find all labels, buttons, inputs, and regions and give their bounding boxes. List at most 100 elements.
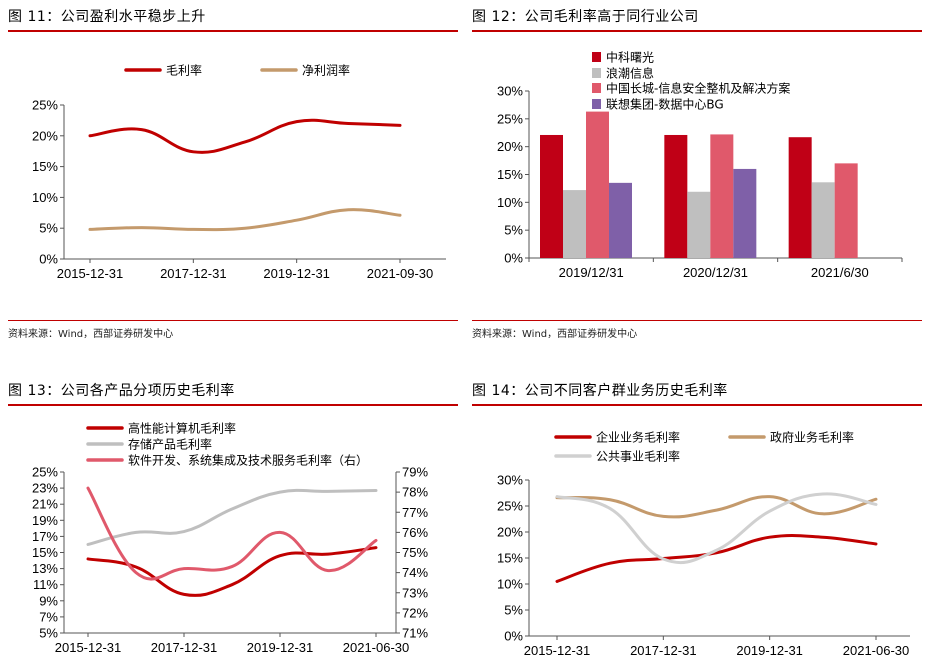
- bar-2: [687, 191, 711, 258]
- series-line-1: [86, 546, 378, 597]
- y-tick-label: 20%: [497, 139, 523, 154]
- bar-3: [834, 163, 858, 258]
- y-tick-label: 13%: [32, 561, 58, 576]
- legend-label: 中科曙光: [606, 50, 654, 65]
- figure-12-source: 资料来源：Wind，西部证券研发中心: [472, 320, 922, 340]
- y2-tick-label: 78%: [402, 485, 428, 500]
- x-tick-label: 2020/12/31: [683, 265, 748, 280]
- series-line-2: [88, 208, 402, 232]
- y-tick-label: 21%: [32, 497, 58, 512]
- x-tick-label: 2017-12-31: [630, 643, 697, 658]
- y-tick-label: 7%: [39, 609, 58, 624]
- y-tick-label: 20%: [497, 525, 523, 540]
- y-tick-label: 9%: [39, 593, 58, 608]
- y-tick-label: 20%: [32, 128, 58, 143]
- x-tick-label: 2021/6/30: [811, 265, 869, 280]
- x-tick-label: 2019-12-31: [247, 640, 314, 655]
- series-line-3: [86, 486, 378, 581]
- y-tick-label: 25%: [32, 98, 58, 113]
- y-tick-label: 25%: [497, 111, 523, 126]
- y-tick-label: 5%: [39, 626, 58, 641]
- x-tick-label: 2015-12-31: [55, 640, 122, 655]
- bar-2: [563, 190, 586, 258]
- y-tick-label: 30%: [497, 84, 523, 99]
- y2-tick-label: 72%: [402, 605, 428, 620]
- legend-label: 净利润率: [302, 63, 350, 78]
- y-tick-label: 0%: [39, 252, 58, 267]
- legend-label: 存储产品毛利率: [128, 437, 212, 452]
- series-line-1: [88, 118, 402, 154]
- series-line-2: [86, 488, 378, 546]
- y2-tick-label: 71%: [402, 626, 428, 641]
- y2-tick-label: 75%: [402, 545, 428, 560]
- y-tick-label: 10%: [497, 577, 523, 592]
- bar-3: [710, 134, 734, 258]
- y-tick-label: 11%: [33, 577, 58, 592]
- y-tick-label: 30%: [497, 473, 523, 488]
- x-tick-label: 2019-12-31: [736, 643, 803, 658]
- bar-2: [811, 182, 835, 258]
- legend-label: 软件开发、系统集成及技术服务毛利率（右）: [128, 453, 368, 468]
- bar-3: [586, 111, 609, 258]
- y-tick-label: 5%: [39, 221, 58, 236]
- y2-tick-label: 76%: [402, 525, 428, 540]
- figure-11-title: 图 11：公司盈利水平稳步上升: [8, 4, 458, 32]
- y-tick-label: 10%: [32, 190, 58, 205]
- figure-14-chart: 0% 5% 10% 15% 20% 25% 30% 2015-12-31 2017-12-31 2…: [497, 430, 910, 658]
- x-tick-label: 2017-12-31: [160, 266, 227, 281]
- figure-13-title: 图 13：公司各产品分项历史毛利率: [8, 378, 458, 406]
- bar-4: [609, 182, 632, 258]
- figure-11-source: 资料来源：Wind，西部证券研发中心: [8, 320, 458, 340]
- y-tick-label: 17%: [32, 529, 58, 544]
- y2-tick-label: 77%: [402, 505, 428, 520]
- bar-4: [733, 168, 757, 258]
- bar-1: [664, 134, 688, 258]
- bar-1: [540, 134, 563, 258]
- y2-tick-label: 79%: [402, 465, 428, 480]
- y2-tick-label: 73%: [402, 585, 428, 600]
- x-tick-label: 2021-06-30: [343, 640, 410, 655]
- y-tick-label: 15%: [32, 545, 58, 560]
- legend-swatch: [592, 99, 601, 109]
- legend-label: 联想集团-数据中心BG: [606, 97, 724, 112]
- y-tick-label: 0%: [504, 251, 523, 266]
- y-tick-label: 15%: [32, 159, 58, 174]
- legend-label: 毛利率: [166, 63, 202, 78]
- series-line-2: [555, 495, 878, 519]
- legend-swatch: [592, 52, 601, 62]
- y-tick-label: 5%: [504, 603, 523, 618]
- y-tick-label: 5%: [504, 223, 523, 238]
- figure-13-chart: 5% 7%9%11%13%15%17%19%21%23%25% 71% 72% 73% 7…: [32, 421, 428, 656]
- x-tick-label: 2017-12-31: [151, 640, 218, 655]
- y2-tick-label: 74%: [402, 565, 428, 580]
- y-tick-label: 15%: [497, 167, 523, 182]
- y-tick-label: 10%: [497, 195, 523, 210]
- x-tick-label: 2021-09-30: [367, 266, 434, 281]
- legend-label: 公共事业毛利率: [596, 449, 680, 464]
- y-tick-label: 25%: [32, 465, 58, 480]
- x-tick-label: 2015-12-31: [524, 643, 591, 658]
- figure-12-title: 图 12：公司毛利率高于同行业公司: [472, 4, 922, 32]
- y-tick-label: 23%: [32, 481, 58, 496]
- x-tick-label: 2019-12-31: [263, 266, 330, 281]
- y-tick-label: 25%: [497, 499, 523, 514]
- series-line-3: [555, 492, 878, 565]
- legend-label: 浪潮信息: [606, 66, 654, 81]
- y-tick-label: 15%: [497, 551, 523, 566]
- x-tick-label: 2019/12/31: [559, 265, 624, 280]
- legend-label: 企业业务毛利率: [596, 430, 680, 445]
- y-tick-label: 0%: [504, 629, 523, 644]
- legend-swatch: [592, 68, 601, 78]
- figure-11-chart: 0% 5% 10% 15% 20% 25% 2015-12-31 2017-12-31 2019…: [32, 63, 446, 281]
- y-tick-label: 19%: [32, 513, 58, 528]
- legend-swatch: [592, 83, 601, 93]
- series-line-1: [555, 533, 878, 583]
- figure-14-title: 图 14：公司不同客户群业务历史毛利率: [472, 378, 922, 406]
- legend-label: 中国长城-信息安全整机及解决方案: [606, 81, 790, 96]
- figure-12-chart: 0% 5% 10% 15% 20% 25% 30% 2019/12/31 2020/12/31 2…: [497, 50, 903, 280]
- x-tick-label: 2021-06-30: [843, 643, 910, 658]
- bar-1: [788, 137, 812, 258]
- x-tick-label: 2015-12-31: [57, 266, 124, 281]
- legend-label: 政府业务毛利率: [770, 430, 854, 445]
- legend-label: 高性能计算机毛利率: [128, 421, 236, 436]
